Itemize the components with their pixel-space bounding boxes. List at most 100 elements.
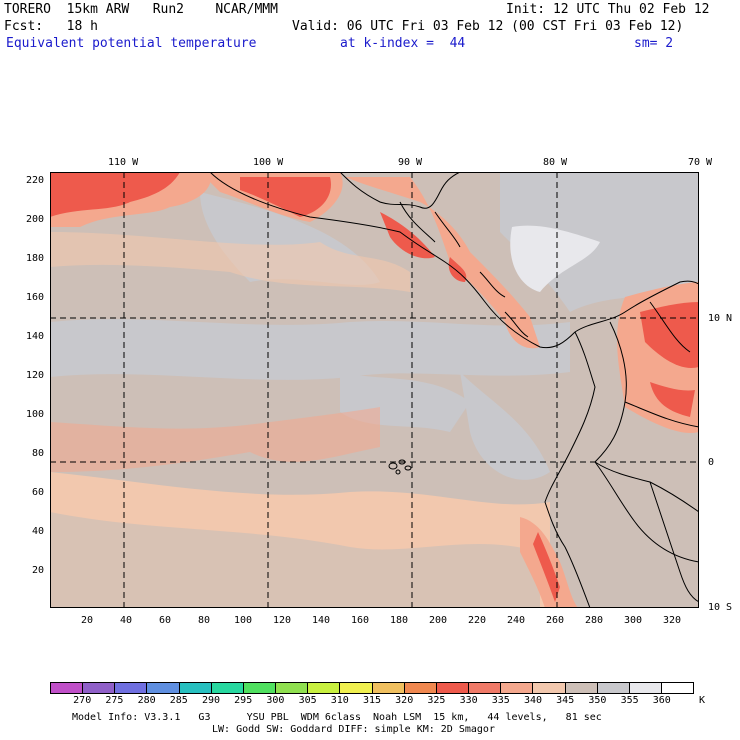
colorbar-tick-label: 295 (234, 695, 253, 706)
colorbar-tick-label: 285 (169, 695, 188, 706)
grey-patch (460, 372, 550, 480)
colorbar-tick-label: 335 (491, 695, 510, 706)
x-tick-label: 300 (624, 615, 643, 626)
central-america-coastline (209, 172, 699, 349)
header-model-info: TORERO 15km ARW Run2 NCAR/MMM (4, 2, 278, 17)
x-tick-label: 180 (390, 615, 409, 626)
footer-physics: LW: Godd SW: Goddard DIFF: simple KM: 2D… (212, 724, 495, 735)
colorbar (50, 682, 694, 694)
colorbar-swatch (51, 683, 84, 693)
x-tick-label: 220 (468, 615, 487, 626)
lon-label: 80 W (543, 157, 568, 168)
map-frame (50, 172, 699, 608)
colorbar-tick-label: 270 (73, 695, 92, 706)
country-border (594, 321, 699, 513)
y-tick-label: 220 (25, 175, 44, 186)
header-init-time: Init: 12 UTC Thu 02 Feb 12 (506, 2, 710, 17)
map-panel (50, 172, 699, 608)
colorbar-tick-label: 290 (201, 695, 221, 706)
x-tick-label: 160 (351, 615, 370, 626)
y-tick-label: 60 (31, 487, 44, 498)
south-america-west-coastline (544, 331, 596, 608)
footer-model-info: Model Info: V3.3.1 G3 YSU PBL WDM 6class… (72, 712, 602, 723)
country-border (624, 401, 699, 428)
colorbar-swatch (501, 683, 534, 693)
colorbar-swatch (276, 683, 309, 693)
lon-label: 100 W (253, 157, 284, 168)
colorbar-tick-label: 320 (395, 695, 414, 706)
colorbar-tick-label: 345 (556, 695, 575, 706)
y-tick-label: 120 (25, 370, 44, 381)
colorbar-swatch (436, 683, 470, 693)
colorbar-swatch (469, 683, 502, 693)
y-tick-label: 100 (25, 409, 44, 420)
hot-region (50, 172, 180, 217)
colorbar-tick-label: 310 (330, 695, 349, 706)
x-tick-label: 40 (120, 615, 133, 626)
colorbar-tick-label: 360 (652, 695, 671, 706)
lon-label: 110 W (108, 157, 139, 168)
country-border (399, 201, 506, 298)
colorbar-tick-label: 315 (362, 695, 382, 706)
colorbar-tick-label: 300 (266, 695, 285, 706)
x-tick-label: 280 (585, 615, 604, 626)
lat-label: 10 S (708, 602, 733, 613)
mexico-coastline (339, 172, 461, 209)
country-border (594, 461, 699, 563)
colorbar-swatch (629, 683, 662, 693)
colorbar-swatch (147, 683, 180, 693)
x-tick-label: 20 (81, 615, 94, 626)
colorbar-tick-label: 305 (298, 695, 317, 706)
y-tick-label: 140 (25, 331, 44, 342)
x-tick-label: 260 (546, 615, 565, 626)
x-tick-label: 240 (507, 615, 526, 626)
colorbar-swatch (565, 683, 598, 693)
hot-region (533, 532, 560, 602)
lon-label: 70 W (688, 157, 713, 168)
colorbar-swatch (83, 683, 116, 693)
colorbar-swatch (340, 683, 373, 693)
x-tick-label: 200 (429, 615, 448, 626)
colorbar-tick-label: 280 (137, 695, 156, 706)
x-tick-label: 60 (159, 615, 172, 626)
lat-label: 0 (708, 457, 715, 468)
colorbar-swatch (372, 683, 405, 693)
colorbar-swatch (533, 683, 566, 693)
white-patch (510, 225, 600, 292)
colorbar-swatch (179, 683, 212, 693)
peach-patch (370, 497, 450, 529)
hot-region (650, 382, 695, 417)
colorbar-swatch (661, 683, 694, 693)
x-tick-label: 140 (312, 615, 331, 626)
peach-band (50, 232, 410, 292)
colorbar-swatch (404, 683, 437, 693)
lat-lon-grid (50, 172, 699, 608)
grey-band (50, 319, 570, 380)
colorbar-tick-label: 350 (588, 695, 607, 706)
coastlines (209, 172, 699, 608)
colorbar-swatch (597, 683, 630, 693)
colorbar-tick-label: 325 (427, 695, 446, 706)
field-name: Equivalent potential temperature (6, 36, 257, 51)
colorbar-tick-label: 275 (105, 695, 124, 706)
level-label: at k-index = 44 (340, 36, 466, 51)
y-tick-label: 20 (31, 565, 44, 576)
y-tick-label: 80 (31, 448, 44, 459)
equivalent-potential-temperature-map (50, 172, 699, 608)
colorbar-swatch (211, 683, 244, 693)
country-border (504, 311, 529, 338)
colorbar-tick-label: 355 (620, 695, 639, 706)
smoothing-label: sm= 2 (634, 36, 674, 51)
colorbar-tick-label: 340 (523, 695, 543, 706)
country-border (649, 481, 699, 603)
y-tick-label: 180 (25, 253, 44, 264)
lat-label: 10 N (708, 313, 733, 324)
colorbar-swatch (243, 683, 277, 693)
x-tick-label: 80 (198, 615, 211, 626)
country-border (649, 301, 691, 353)
warm-region (345, 177, 540, 349)
grey-band (50, 512, 540, 608)
colorbar-swatch (308, 683, 341, 693)
colorbar-tick-label: 330 (459, 695, 478, 706)
x-tick-label: 120 (273, 615, 292, 626)
